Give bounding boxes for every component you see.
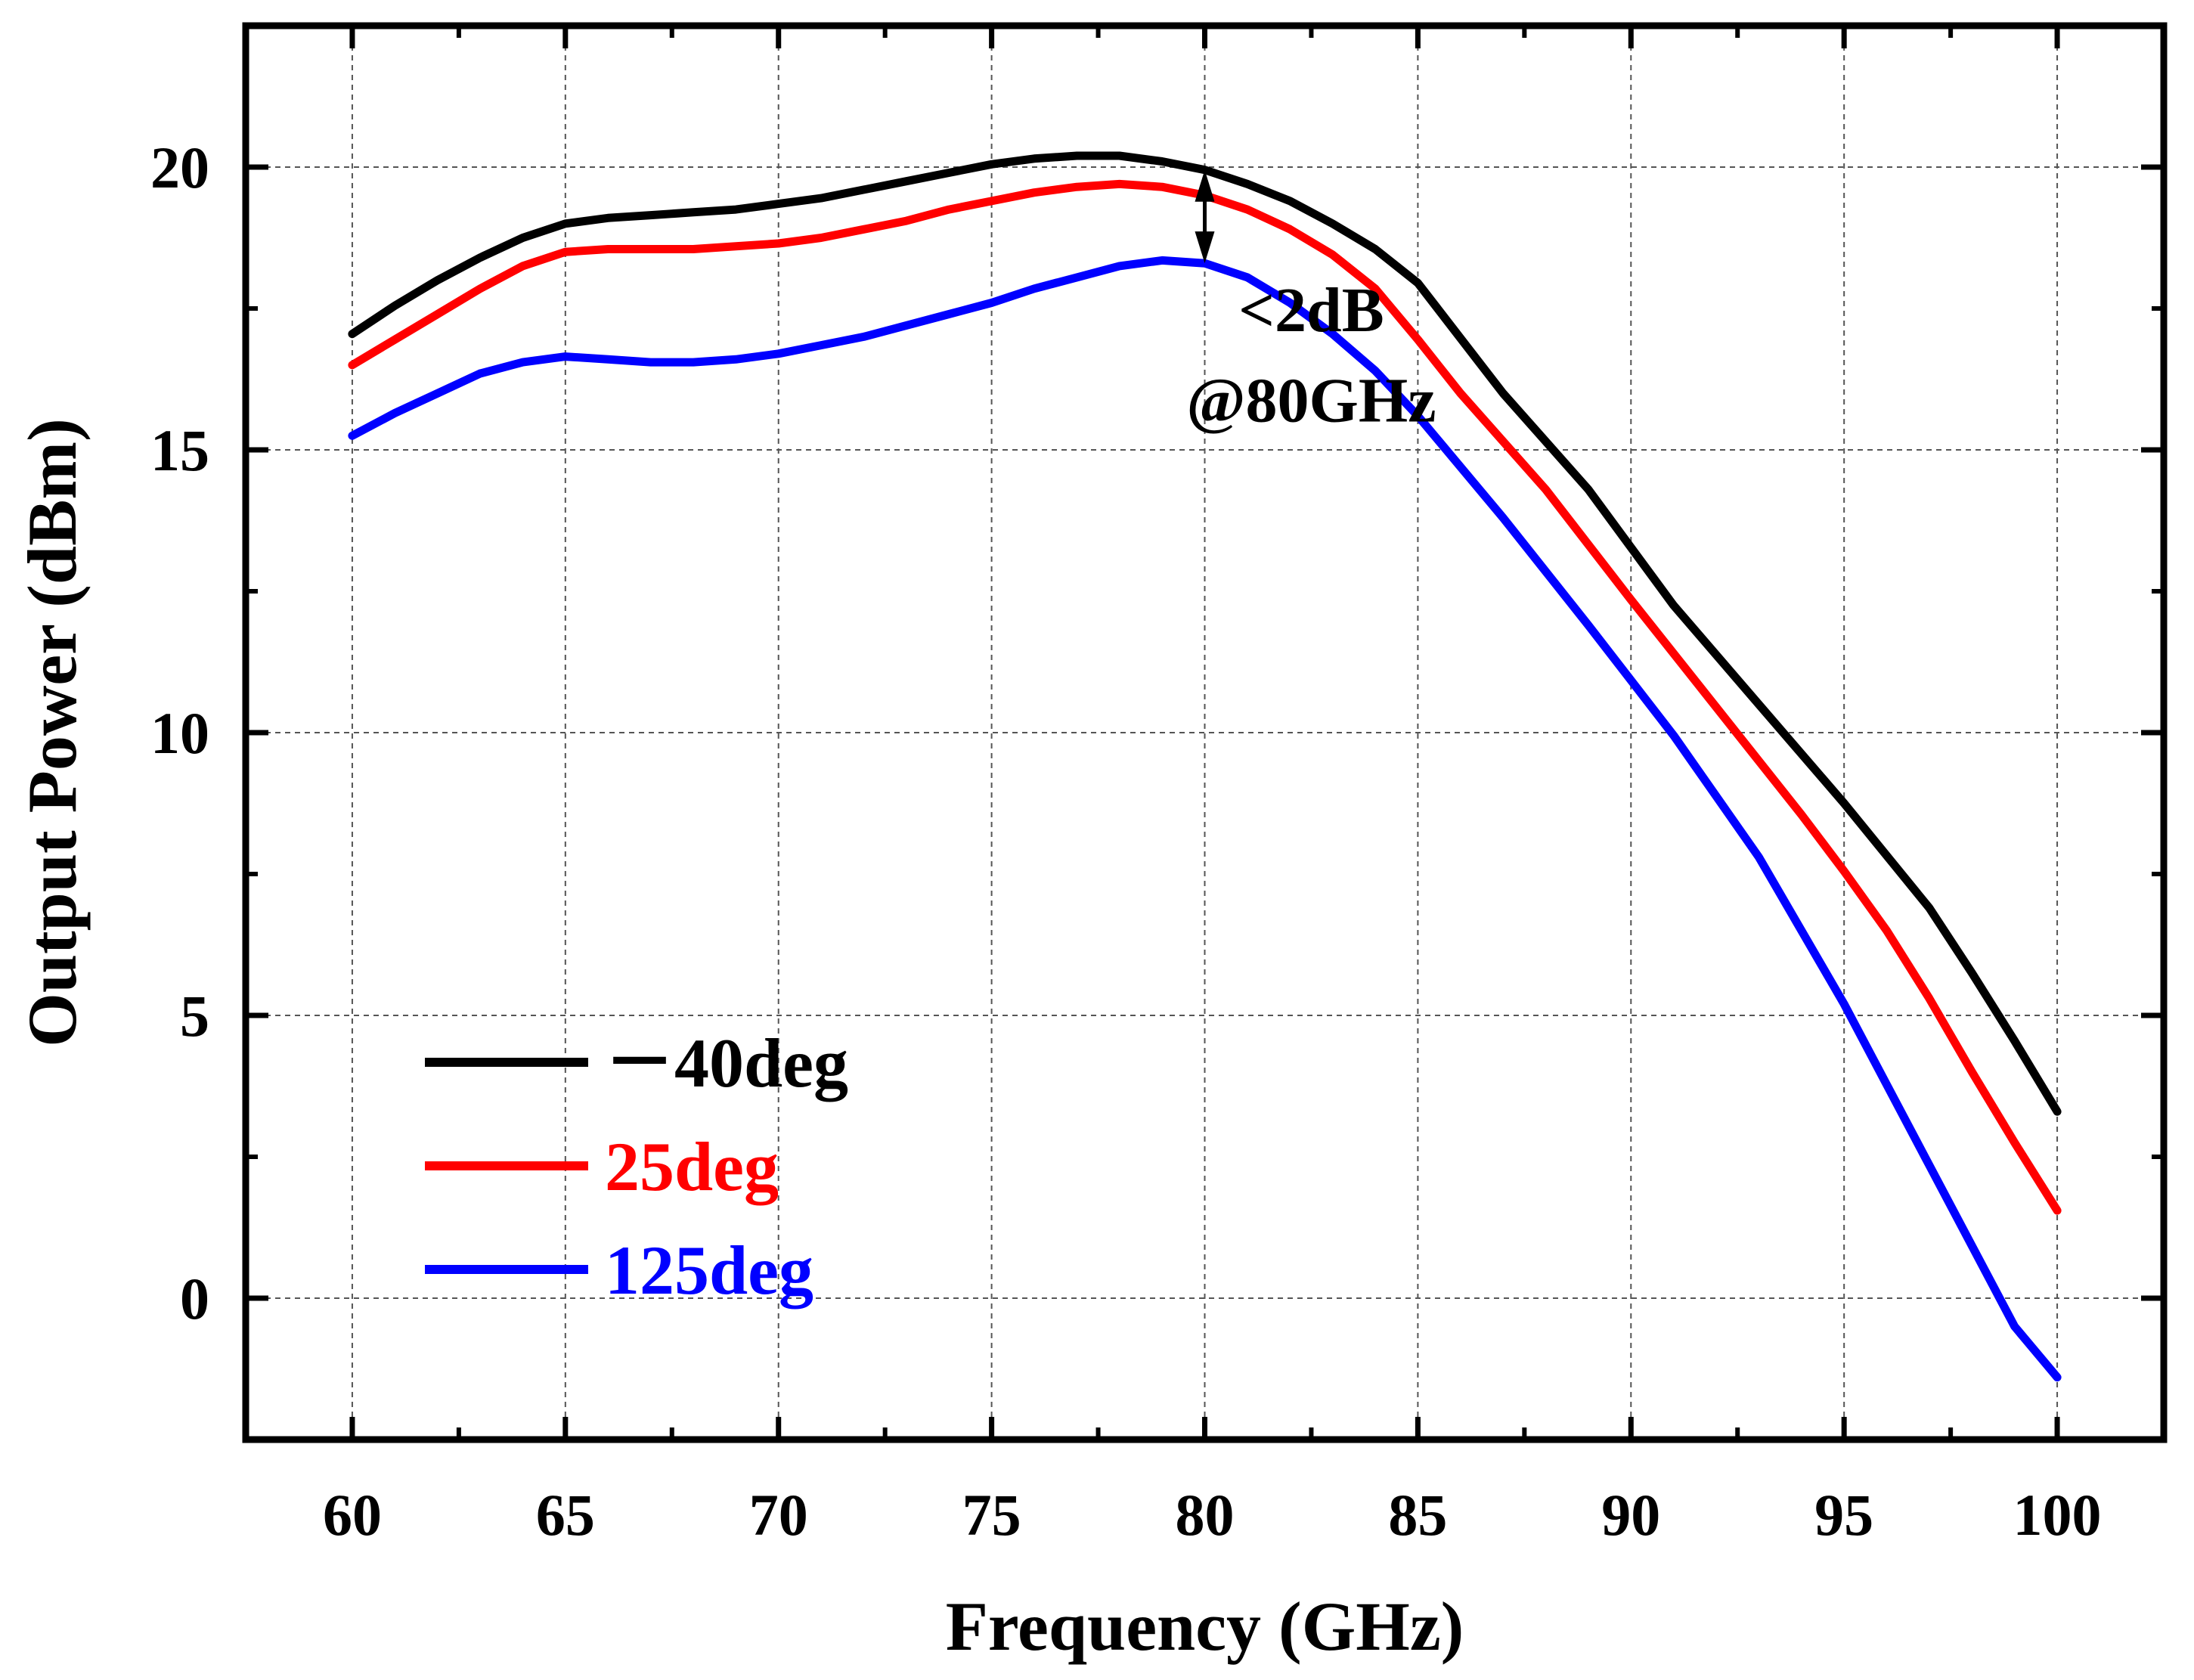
x-tick-label: 65	[536, 1482, 595, 1548]
legend-label: －40deg	[605, 1024, 848, 1102]
annotation-text: @80GHz	[1186, 366, 1436, 436]
annotation-text: <2dB	[1238, 275, 1384, 346]
annotation-arrowhead-down	[1195, 231, 1215, 264]
y-tick-label: 15	[150, 417, 209, 483]
x-tick-label: 90	[1601, 1482, 1660, 1548]
ticks: 60 65 70 75 80 85 90 95 100 0 5 10 15 20	[150, 23, 2164, 1548]
x-tick-label: 75	[962, 1482, 1021, 1548]
series-line-25deg	[348, 179, 2062, 1215]
grid	[246, 26, 2164, 1440]
x-tick-label: 80	[1176, 1482, 1235, 1548]
legend-label: 25deg	[605, 1128, 779, 1205]
y-tick-label: 10	[150, 700, 209, 766]
series-group	[348, 151, 2062, 1382]
annotation-arrowhead-up	[1195, 169, 1215, 202]
legend: －40deg 25deg 125deg	[425, 1024, 848, 1309]
x-tick-label: 70	[749, 1482, 808, 1548]
x-axis-title: Frequency (GHz)	[946, 1588, 1464, 1665]
x-tick-label: 60	[323, 1482, 382, 1548]
y-tick-label: 0	[180, 1266, 209, 1331]
series-line-40deg	[348, 151, 2062, 1116]
x-tick-label: 85	[1388, 1482, 1447, 1548]
series-line-125deg	[348, 256, 2062, 1382]
legend-label: 125deg	[605, 1232, 813, 1309]
y-tick-label: 20	[150, 135, 209, 200]
annotations: <2dB @80GHz	[1186, 169, 1436, 436]
x-tick-label: 95	[1814, 1482, 1873, 1548]
y-axis-title: Output Power (dBm)	[14, 418, 91, 1046]
x-tick-label: 100	[2013, 1482, 2102, 1548]
y-tick-label: 5	[180, 983, 209, 1049]
